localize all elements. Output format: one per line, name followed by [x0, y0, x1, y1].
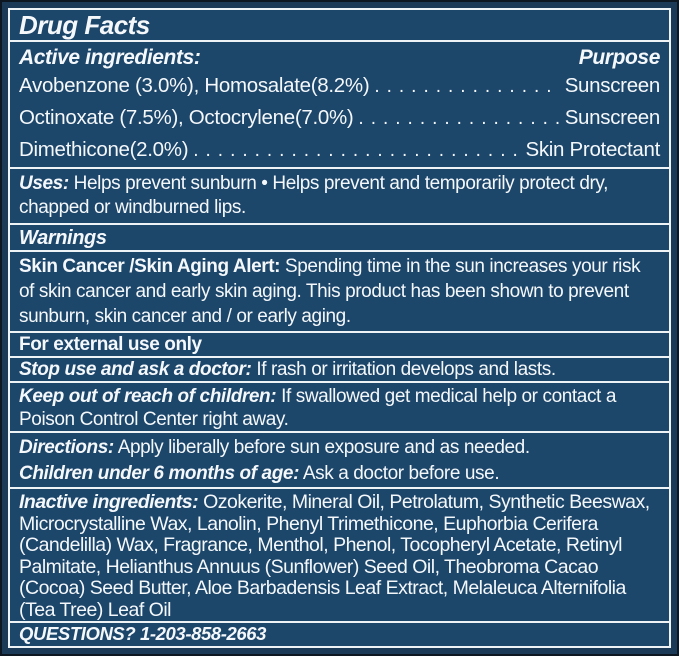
active-ingredient-row: Dimethicone(2.0%) ......................… — [19, 134, 660, 166]
stop-use-label: Stop use and ask a doctor: — [19, 359, 252, 380]
directions-text: Apply liberally before sun exposure and … — [117, 437, 530, 458]
children-text: Ask a doctor before use. — [302, 463, 500, 484]
ingredient-name: Dimethicone(2.0%) — [19, 138, 189, 161]
drug-facts-panel: Drug Facts Active ingredients: Purpose A… — [8, 8, 671, 648]
keep-out-label: Keep out of reach of children: — [19, 386, 277, 407]
inactive-paragraph: Inactive ingredients: Ozokerite, Mineral… — [19, 491, 660, 621]
active-ingredient-row: Octinoxate (7.5%), Octocrylene(7.0%) ...… — [19, 102, 660, 134]
warnings-heading: Warnings — [19, 227, 107, 249]
warnings-section: Warnings — [10, 225, 669, 252]
warnings-paragraph: Warnings — [19, 226, 660, 250]
active-ingredients-header: Active ingredients: Purpose — [19, 45, 660, 70]
skin-alert-paragraph: Skin Cancer /Skin Aging Alert: Spending … — [19, 254, 660, 329]
ingredient-name: Octinoxate (7.5%), Octocrylene(7.0%) — [19, 106, 354, 129]
inactive-text: Ozokerite, Mineral Oil, Petrolatum, Synt… — [19, 491, 650, 621]
stop-use-text: If rash or irritation develops and lasts… — [256, 359, 556, 380]
dotted-leader: ........................................… — [358, 108, 559, 129]
active-ingredients-section: Active ingredients: Purpose Avobenzone (… — [10, 42, 669, 169]
keep-out-paragraph: Keep out of reach of children: If swallo… — [19, 385, 660, 431]
uses-paragraph: Uses: Helps prevent sunburn • Helps prev… — [19, 172, 660, 220]
skin-alert-text: Spending time in the sun increases your … — [19, 256, 641, 327]
directions-label: Directions: — [19, 437, 114, 458]
external-use-section: For external use only — [10, 333, 669, 358]
uses-section: Uses: Helps prevent sunburn • Helps prev… — [10, 169, 669, 225]
questions-paragraph: QUESTIONS? 1-203-858-2663 — [19, 624, 660, 644]
directions-paragraph: Directions: Apply liberally before sun e… — [19, 435, 660, 461]
ingredient-purpose: Sunscreen — [564, 74, 661, 97]
ingredient-name: Avobenzone (3.0%), Homosalate(8.2%) — [19, 74, 370, 97]
questions-text: QUESTIONS? 1-203-858-2663 — [19, 623, 267, 644]
keep-out-of-reach-section: Keep out of reach of children: If swallo… — [10, 383, 669, 433]
ingredient-purpose: Skin Protectant — [525, 138, 660, 161]
dotted-leader: ........................................… — [193, 140, 520, 161]
skin-alert-label: Skin Cancer /Skin Aging Alert: — [19, 256, 281, 277]
drug-facts-title-section: Drug Facts — [10, 10, 669, 42]
active-ingredients-heading: Active ingredients: — [19, 46, 201, 69]
skin-cancer-alert-section: Skin Cancer /Skin Aging Alert: Spending … — [10, 252, 669, 333]
external-use-text: For external use only — [19, 334, 202, 355]
inactive-ingredients-section: Inactive ingredients: Ozokerite, Mineral… — [10, 489, 669, 623]
children-label: Children under 6 months of age: — [19, 463, 300, 484]
stop-use-paragraph: Stop use and ask a doctor: If rash or ir… — [19, 359, 660, 381]
dotted-leader: ........................................… — [374, 76, 559, 97]
stop-use-section: Stop use and ask a doctor: If rash or ir… — [10, 358, 669, 383]
purpose-heading: Purpose — [578, 46, 661, 69]
external-use-paragraph: For external use only — [19, 334, 660, 356]
uses-text: Helps prevent sunburn • Helps prevent an… — [19, 173, 608, 218]
inactive-label: Inactive ingredients: — [19, 491, 199, 513]
ingredient-purpose: Sunscreen — [564, 106, 661, 129]
uses-label: Uses: — [19, 173, 69, 194]
children-paragraph: Children under 6 months of age: Ask a do… — [19, 461, 660, 487]
active-ingredient-row: Avobenzone (3.0%), Homosalate(8.2%) ....… — [19, 70, 660, 102]
page-title: Drug Facts — [19, 10, 150, 40]
questions-section: QUESTIONS? 1-203-858-2663 — [10, 623, 669, 646]
directions-section: Directions: Apply liberally before sun e… — [10, 433, 669, 489]
keep-out-text: If swallowed get medical help or contact… — [19, 386, 616, 430]
